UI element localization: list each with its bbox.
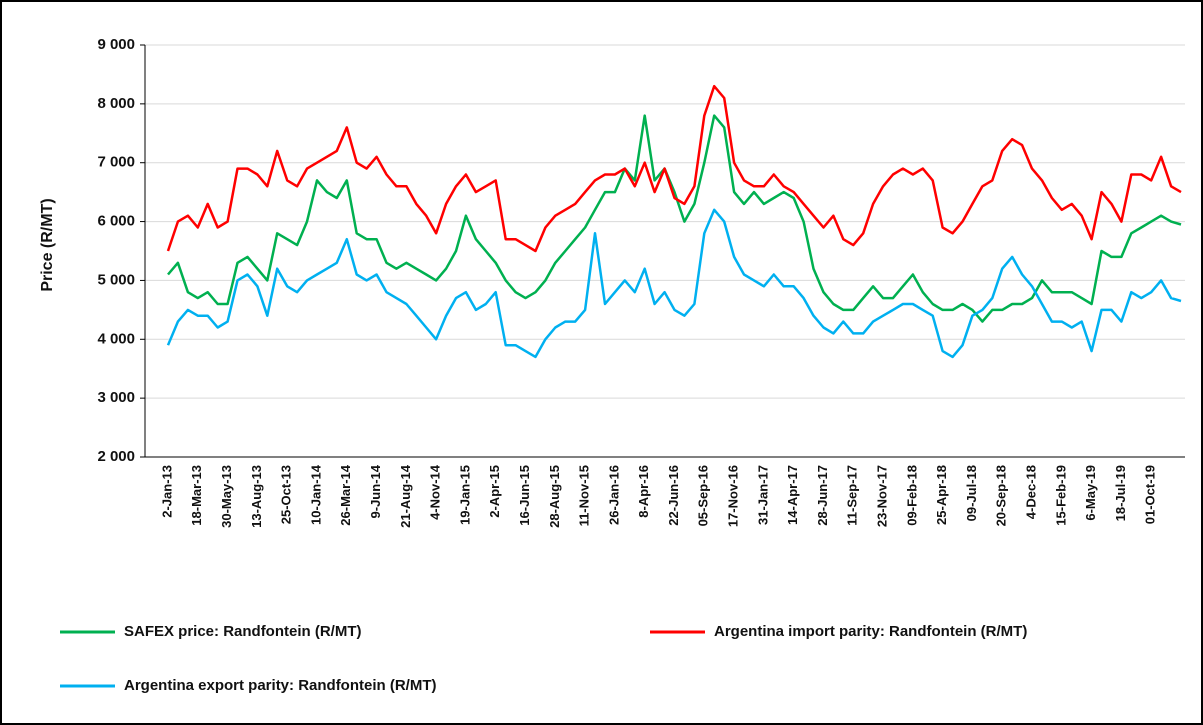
x-tick-label: 10-Jan-14 xyxy=(308,464,323,525)
series-line xyxy=(166,208,1182,359)
x-tick-label: 28-Aug-15 xyxy=(547,465,562,528)
x-tick-label: 31-Jan-17 xyxy=(755,465,770,525)
x-tick-label: 6-May-19 xyxy=(1083,465,1098,521)
x-tick-label: 4-Dec-18 xyxy=(1023,465,1038,519)
x-tick-label: 09-Feb-18 xyxy=(904,465,919,526)
x-tick-label: 11-Nov-15 xyxy=(577,465,592,526)
x-tick-label: 18-Jul-19 xyxy=(1113,465,1128,521)
y-axis-label: Price (R/MT) xyxy=(39,198,56,291)
x-tick-label: 8-Apr-16 xyxy=(636,465,651,518)
x-tick-label: 9-Jun-14 xyxy=(368,464,383,518)
y-tick-label: 9 000 xyxy=(97,36,135,53)
x-tick-label: 23-Nov-17 xyxy=(874,465,889,527)
x-tick-label: 18-Mar-13 xyxy=(189,465,204,526)
x-tick-label: 25-Oct-13 xyxy=(279,465,294,524)
x-tick-label: 20-Sep-18 xyxy=(994,465,1009,526)
x-tick-label: 11-Sep-17 xyxy=(845,465,860,526)
y-tick-label: 8 000 xyxy=(97,95,135,112)
legend-label: Argentina export parity: Randfontein (R/… xyxy=(124,677,437,694)
y-tick-label: 6 000 xyxy=(97,213,135,230)
y-tick-label: 4 000 xyxy=(97,330,135,347)
x-tick-label: 26-Mar-14 xyxy=(338,464,353,525)
x-tick-label: 13-Aug-13 xyxy=(249,465,264,528)
x-tick-label: 2-Apr-15 xyxy=(487,465,502,518)
x-tick-label: 21-Aug-14 xyxy=(398,464,413,528)
x-tick-label: 09-Jul-18 xyxy=(964,465,979,521)
x-tick-label: 17-Nov-16 xyxy=(726,465,741,527)
x-tick-label: 30-May-13 xyxy=(219,465,234,528)
x-tick-label: 05-Sep-16 xyxy=(696,465,711,526)
x-tick-label: 28-Jun-17 xyxy=(815,465,830,526)
y-tick-label: 2 000 xyxy=(97,448,135,465)
x-tick-label: 19-Jan-15 xyxy=(457,465,472,525)
x-tick-label: 26-Jan-16 xyxy=(606,465,621,525)
x-tick-label: 14-Apr-17 xyxy=(785,465,800,525)
x-tick-label: 15-Feb-19 xyxy=(1053,465,1068,526)
legend-label: Argentina import parity: Randfontein (R/… xyxy=(714,623,1027,640)
x-tick-label: 16-Jun-15 xyxy=(517,465,532,526)
x-tick-label: 25-Apr-18 xyxy=(934,465,949,525)
y-tick-label: 7 000 xyxy=(97,154,135,171)
y-tick-label: 5 000 xyxy=(97,271,135,288)
x-tick-label: 4-Nov-14 xyxy=(428,464,443,520)
series-line xyxy=(166,84,1182,253)
y-tick-label: 3 000 xyxy=(97,389,135,406)
x-tick-label: 2-Jan-13 xyxy=(159,465,174,518)
x-tick-label: 22-Jun-16 xyxy=(666,465,681,526)
x-tick-label: 01-Oct-19 xyxy=(1143,465,1158,524)
legend-label: SAFEX price: Randfontein (R/MT) xyxy=(124,623,362,640)
series-line xyxy=(167,114,1182,323)
